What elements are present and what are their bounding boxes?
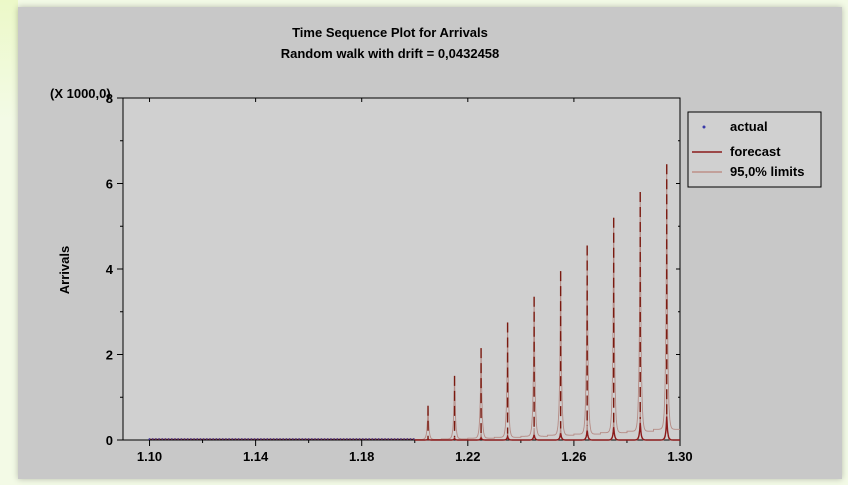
legend-actual-marker bbox=[702, 125, 706, 129]
series-actual bbox=[148, 438, 415, 441]
series-layer bbox=[148, 164, 680, 441]
y-tick-label-0: 0 bbox=[106, 433, 113, 448]
legend-forecast-label: forecast bbox=[730, 144, 781, 159]
legend-box bbox=[687, 111, 822, 188]
legend: actual forecast 95,0% limits bbox=[687, 111, 822, 188]
y-tick-label-3: 6 bbox=[106, 177, 113, 192]
series-upper-limit bbox=[414, 164, 680, 440]
y-tick-label-1: 2 bbox=[106, 348, 113, 363]
x-tick-label-3: 1.22 bbox=[455, 449, 480, 464]
x-tick-label-5: 1.30 bbox=[667, 449, 692, 464]
legend-actual-label: actual bbox=[730, 119, 768, 134]
x-tick-label-4: 1.26 bbox=[561, 449, 586, 464]
legend-limits-label: 95,0% limits bbox=[730, 164, 804, 179]
edge-highlight bbox=[0, 0, 18, 120]
x-tick-label-2: 1.18 bbox=[349, 449, 374, 464]
x-axis: 1.10 1.14 1.18 1.22 1.26 1.30 bbox=[137, 98, 693, 464]
y-axis-label: Arrivals bbox=[57, 246, 72, 294]
series-forecast bbox=[414, 416, 680, 441]
y-tick-label-2: 4 bbox=[106, 262, 114, 277]
plot-area bbox=[122, 97, 681, 441]
x-tick-label-1: 1.14 bbox=[243, 449, 269, 464]
y-axis: 0 2 4 6 8 bbox=[106, 91, 680, 448]
chart-subtitle: Random walk with drift = 0,0432458 bbox=[281, 46, 500, 61]
y-multiplier-label: (X 1000,0) bbox=[50, 86, 111, 101]
x-tick-label-0: 1.10 bbox=[137, 449, 162, 464]
y-tick-label-4: 8 bbox=[106, 91, 113, 106]
chart-title: Time Sequence Plot for Arrivals bbox=[292, 25, 488, 40]
